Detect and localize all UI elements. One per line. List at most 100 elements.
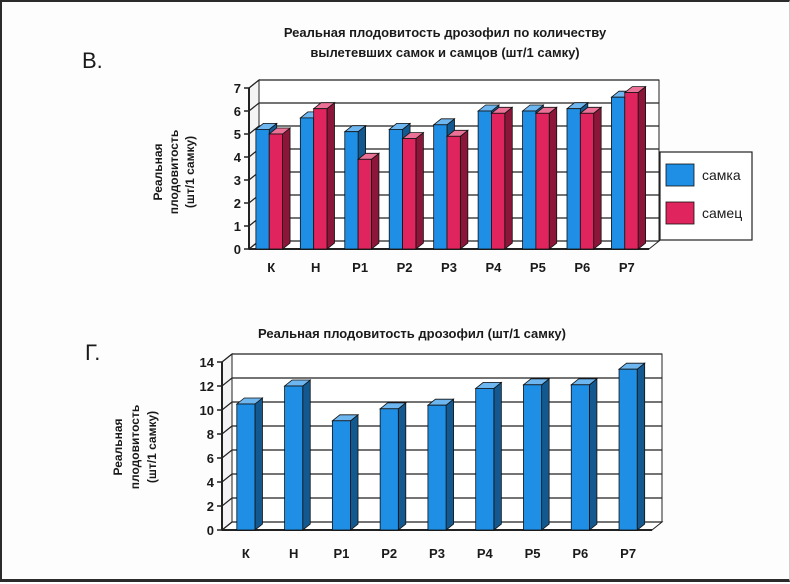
- chart-title: вылетевших самок и самцов (шт/1 самку): [310, 45, 579, 60]
- y-tick-label: 7: [234, 81, 241, 96]
- gridline-side: [221, 473, 233, 483]
- legend-label: самка: [702, 167, 741, 183]
- bar-female-5: [477, 110, 492, 250]
- gridline-side: [221, 521, 233, 531]
- bar-side-value: [350, 413, 359, 531]
- bar-side-value: [493, 381, 502, 531]
- bar-male-4: [446, 135, 461, 250]
- gridline-side: [221, 449, 233, 459]
- y-tick-label: 3: [234, 173, 241, 188]
- gridline-side: [248, 102, 260, 112]
- bar-female-6: [522, 110, 537, 250]
- gridline-side: [221, 425, 233, 435]
- bar-female-7: [566, 108, 581, 250]
- y-tick-label: 2: [207, 499, 214, 514]
- bar-male-6: [535, 112, 550, 250]
- bar-female-8: [611, 96, 626, 250]
- y-axis-label: Реальная: [111, 419, 125, 476]
- x-tick-label: Р7: [620, 546, 636, 561]
- x-tick-label: Р1: [333, 546, 349, 561]
- y-tick-label: 12: [200, 379, 214, 394]
- x-tick-label: К: [267, 260, 275, 275]
- y-tick-label: 6: [207, 451, 214, 466]
- y-axis-label: плодовитость: [167, 130, 181, 214]
- x-tick-label: Р6: [572, 546, 588, 561]
- x-tick-label: Р1: [352, 260, 368, 275]
- bar-value-0: [236, 403, 256, 531]
- legend-swatch-female: [665, 163, 695, 187]
- bar-side-male: [415, 131, 424, 250]
- bar-side-male: [548, 106, 558, 250]
- chart-title: Реальная плодовитость дрозофил по количе…: [284, 25, 607, 40]
- y-tick-label: 5: [234, 127, 241, 142]
- x-tick-label: Р3: [429, 546, 445, 561]
- bar-female-2: [344, 131, 359, 250]
- bar-value-7: [570, 384, 590, 531]
- y-tick-label: 2: [234, 196, 241, 211]
- bar-side-value: [254, 397, 263, 531]
- bar-male-7: [579, 112, 595, 250]
- gridline-side: [248, 79, 260, 89]
- y-tick-label: 10: [200, 403, 214, 418]
- y-tick-label: 14: [200, 355, 215, 370]
- panel-label: Г.: [85, 340, 100, 365]
- bar-value-6: [523, 384, 543, 531]
- y-tick-label: 4: [234, 150, 242, 165]
- bar-male-0: [268, 133, 283, 250]
- gridline-side: [248, 125, 260, 135]
- x-tick-label: Н: [289, 546, 298, 561]
- bar-male-8: [624, 92, 639, 250]
- y-tick-label: 1: [234, 219, 241, 234]
- bar-value-1: [284, 385, 304, 531]
- x-tick-label: Р7: [619, 260, 635, 275]
- chart-side-wall: [221, 352, 233, 532]
- y-tick-label: 4: [207, 475, 215, 490]
- bar-side-male: [459, 129, 469, 250]
- x-tick-label: Н: [311, 260, 320, 275]
- bar-side-male: [504, 106, 513, 250]
- bar-value-8: [618, 368, 638, 531]
- bar-male-1: [313, 108, 328, 250]
- x-tick-label: Р2: [381, 546, 397, 561]
- bar-male-2: [357, 158, 372, 250]
- y-axis-label: (шт/1 самку): [183, 136, 197, 208]
- x-tick-label: Р2: [397, 260, 413, 275]
- gridline-side: [221, 497, 233, 507]
- x-tick-label: Р4: [477, 546, 494, 561]
- x-tick-label: Р5: [525, 546, 541, 561]
- bar-side-value: [541, 377, 550, 531]
- x-tick-label: К: [242, 546, 250, 561]
- bar-female-4: [433, 124, 448, 250]
- gridline-side: [221, 377, 233, 387]
- y-tick-label: 0: [207, 523, 214, 538]
- chart-title: Реальная плодовитость дрозофил (шт/1 сам…: [258, 326, 566, 341]
- y-axis-label: Реальная: [151, 144, 165, 201]
- bar-male-3: [402, 138, 417, 250]
- gridline-side: [221, 353, 233, 363]
- bar-side-male: [593, 106, 602, 250]
- y-tick-label: 0: [234, 242, 241, 257]
- bar-value-3: [379, 408, 399, 531]
- legend-swatch-male: [665, 201, 695, 225]
- x-tick-label: Р6: [574, 260, 590, 275]
- bar-side-male: [371, 152, 380, 250]
- x-tick-label: Р4: [485, 260, 502, 275]
- bar-side-male: [282, 127, 291, 250]
- bar-side-value: [636, 362, 646, 531]
- y-axis-label: (шт/1 самку): [145, 411, 159, 483]
- bar-value-4: [427, 404, 447, 531]
- panel-label: В.: [82, 48, 103, 73]
- bar-female-1: [299, 117, 315, 250]
- bar-female-0: [255, 129, 270, 250]
- bar-side-male: [326, 101, 335, 250]
- y-axis-label: плодовитость: [128, 405, 142, 489]
- bar-side-value: [397, 401, 407, 531]
- x-tick-label: Р3: [441, 260, 457, 275]
- gridline-side: [221, 401, 233, 411]
- bar-male-5: [491, 112, 506, 250]
- y-tick-label: 8: [207, 427, 214, 442]
- bar-side-value: [302, 379, 311, 531]
- bar-value-2: [331, 420, 351, 531]
